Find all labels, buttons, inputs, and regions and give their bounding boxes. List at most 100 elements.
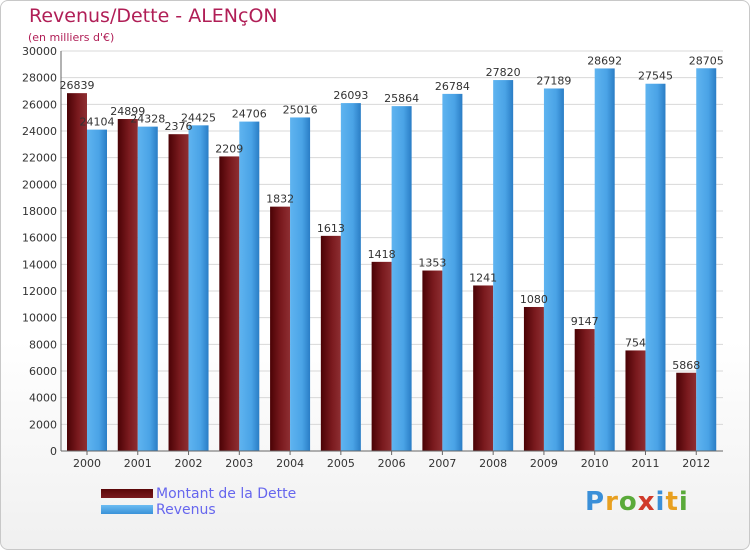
legend-label-debt: Montant de la Dette: [156, 486, 297, 502]
y-tick-label: 22000: [22, 152, 57, 165]
bar-debt: [523, 306, 544, 451]
data-label-revenue: 26784: [435, 80, 470, 93]
bar-revenue: [87, 129, 107, 451]
y-tick-label: 2000: [29, 418, 57, 431]
bar-debt: [574, 329, 595, 451]
y-tick-label: 18000: [22, 205, 57, 218]
data-label-revenue: 24104: [80, 116, 115, 129]
x-tick-label: 2007: [428, 457, 456, 470]
bars-layer: [67, 68, 717, 452]
y-tick-label: 4000: [29, 392, 57, 405]
data-label-debt: 1832: [266, 193, 294, 206]
axis-layer: 0 2000 4000 6000 8000 10000 12000 14000 16000 180…: [22, 45, 723, 470]
data-label-revenue: 28692: [587, 54, 622, 67]
x-tick-label: 2012: [682, 457, 710, 470]
data-label-debt: 1080: [520, 293, 548, 306]
x-tick-label: 2004: [276, 457, 304, 470]
y-tick-label: 14000: [22, 258, 57, 271]
x-tick-label: 2008: [479, 457, 507, 470]
bar-revenue: [543, 88, 564, 451]
legend-item-revenue: Revenus: [101, 502, 361, 518]
bar-debt: [320, 235, 341, 451]
x-tick-label: 2002: [175, 457, 203, 470]
data-label-revenue: 27545: [638, 70, 673, 83]
y-tick-label: 20000: [22, 178, 57, 191]
bar-revenue: [493, 80, 514, 452]
y-tick-label: 8000: [29, 338, 57, 351]
data-label-revenue: 25864: [384, 92, 419, 105]
data-label-debt: 2376: [165, 120, 193, 133]
x-tick-label: 2010: [581, 457, 609, 470]
data-label-debt: 2209: [215, 142, 243, 155]
data-label-revenue: 28705: [689, 54, 724, 67]
data-label-debt: 9147: [571, 315, 599, 328]
bar-revenue: [188, 125, 209, 451]
bar-debt: [625, 350, 646, 451]
bar-revenue: [645, 83, 666, 451]
logo-letter-i2: i: [678, 487, 689, 517]
data-label-revenue: 24328: [130, 113, 165, 126]
bar-revenue: [696, 68, 717, 452]
bar-revenue: [391, 106, 412, 451]
logo-letter-p: P: [585, 487, 606, 517]
bar-debt: [270, 206, 291, 451]
legend-swatch-debt: [101, 489, 153, 498]
legend-item-debt: Montant de la Dette: [101, 486, 361, 502]
bar-revenue: [442, 93, 463, 451]
x-tick-label: 2009: [530, 457, 558, 470]
data-label-revenue: 27189: [536, 74, 571, 87]
data-label-debt: 5868: [672, 359, 700, 372]
data-label-debt: 754: [625, 336, 646, 349]
bar-debt: [219, 156, 240, 451]
y-tick-label: 10000: [22, 312, 57, 325]
bar-debt: [67, 93, 87, 451]
data-label-revenue: 24425: [181, 111, 216, 124]
chart-subtitle: (en milliers d'€): [28, 31, 115, 44]
y-tick-label: 24000: [22, 125, 57, 138]
logo-letter-i1: i: [655, 487, 666, 517]
x-tick-label: 2006: [378, 457, 406, 470]
bar-debt: [473, 285, 494, 451]
x-tick-label: 2001: [124, 457, 152, 470]
logo-letter-t: t: [665, 487, 679, 517]
data-label-debt: 1241: [469, 271, 497, 284]
legend-label-revenue: Revenus: [156, 502, 216, 518]
data-label-debt: 24899: [110, 105, 145, 118]
legend-swatch-revenue: [101, 505, 153, 514]
data-label-debt: 26839: [60, 79, 95, 92]
y-tick-label: 26000: [22, 98, 57, 111]
bar-debt: [117, 119, 138, 451]
proxiti-logo: Proxiti: [585, 487, 689, 517]
y-tick-label: 16000: [22, 232, 57, 245]
data-label-debt: 1613: [317, 222, 345, 235]
data-label-revenue: 25016: [283, 103, 318, 116]
y-tick-label: 28000: [22, 72, 57, 85]
logo-letter-o: o: [618, 487, 638, 517]
bar-debt: [371, 261, 392, 451]
chart-title: Revenus/Dette - ALENçON: [29, 5, 278, 27]
bar-revenue: [594, 68, 615, 451]
data-label-debt: 1418: [368, 248, 396, 261]
bar-debt: [422, 270, 443, 451]
y-tick-label: 0: [50, 445, 57, 458]
data-label-revenue: 26093: [333, 89, 368, 102]
data-label-debt: 1353: [418, 257, 446, 270]
bar-revenue: [290, 117, 311, 451]
legend: Montant de la Dette Revenus: [101, 486, 361, 518]
data-label-revenue: 24706: [232, 108, 267, 121]
bar-debt: [168, 134, 189, 452]
x-tick-label: 2005: [327, 457, 355, 470]
logo-letter-r: r: [605, 487, 619, 517]
x-tick-label: 2000: [73, 457, 101, 470]
bar-revenue: [340, 103, 361, 452]
logo-letter-x: x: [637, 487, 656, 517]
bar-debt: [676, 372, 697, 451]
y-tick-label: 6000: [29, 365, 57, 378]
data-label-revenue: 27820: [486, 66, 521, 79]
bar-revenue: [239, 121, 260, 451]
y-tick-label: 30000: [22, 45, 57, 58]
x-tick-label: 2003: [225, 457, 253, 470]
